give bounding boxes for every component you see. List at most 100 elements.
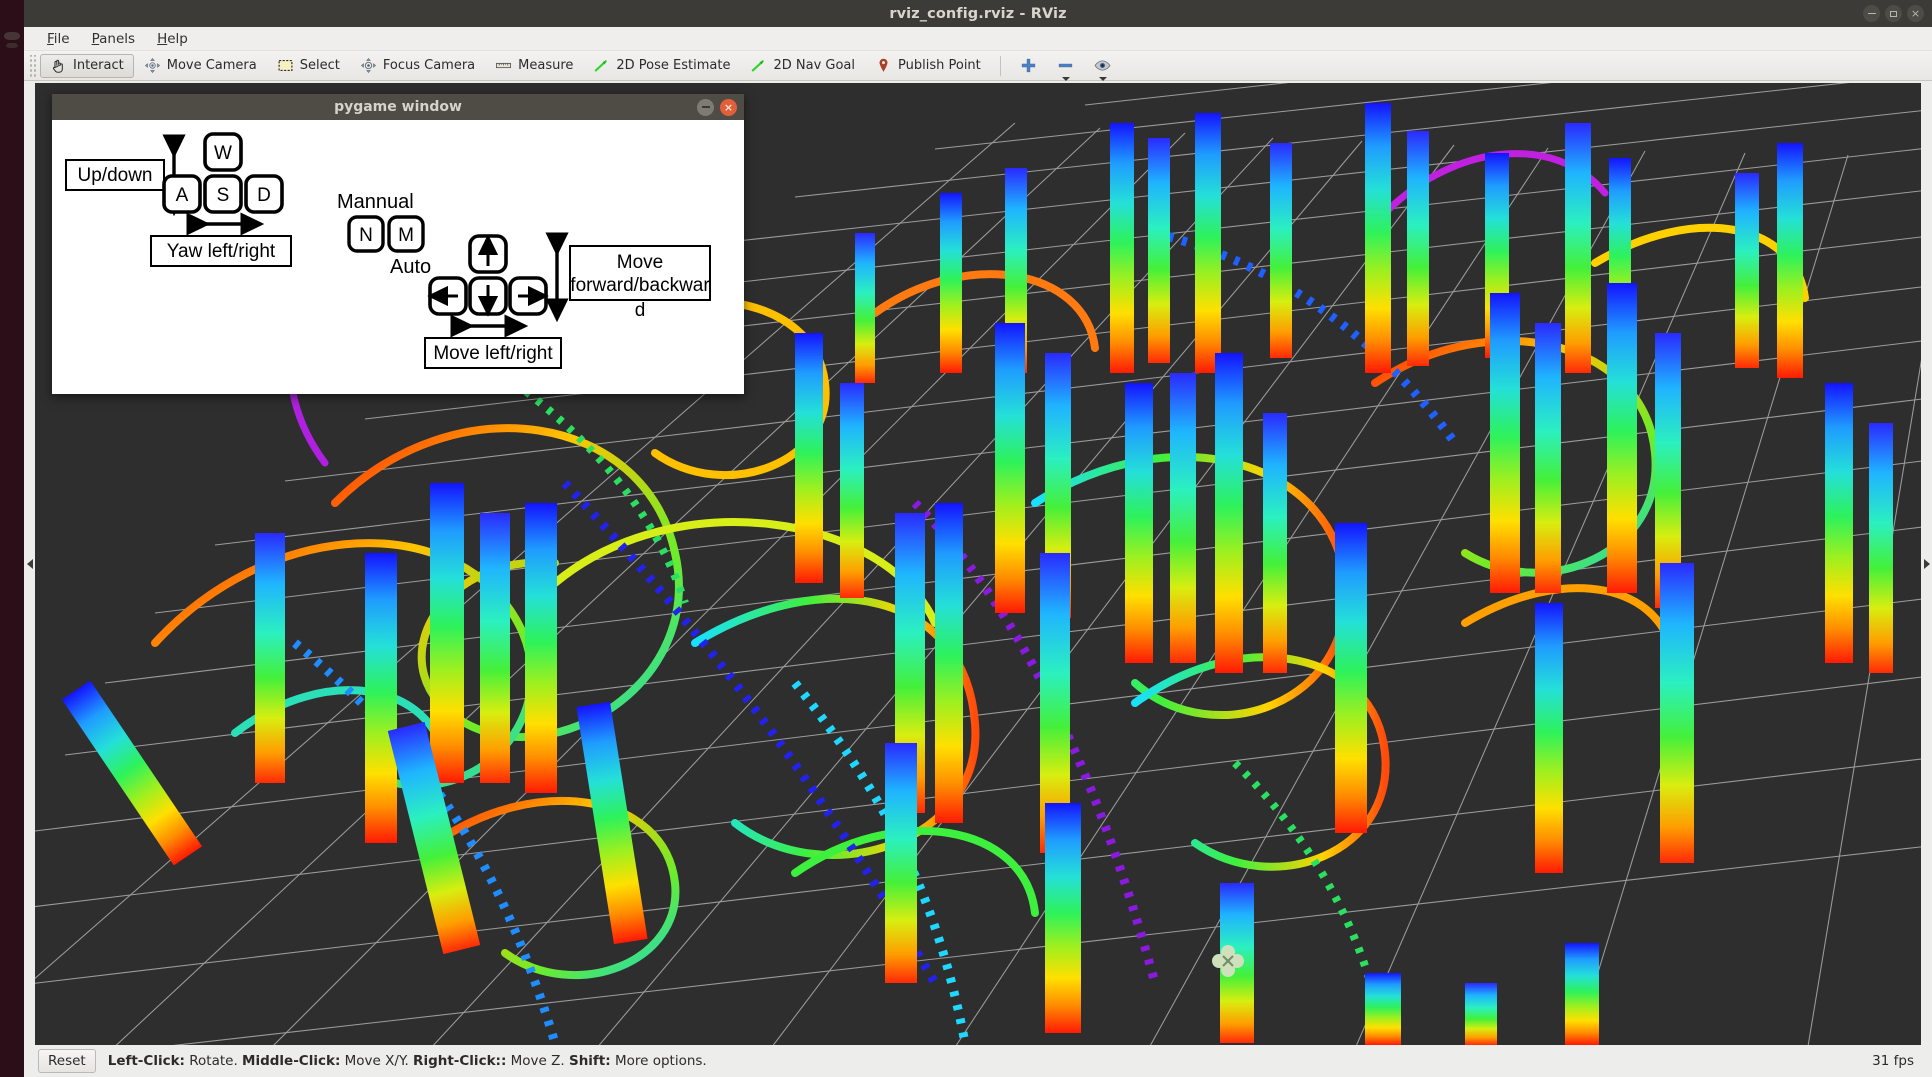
- tool-label: Interact: [73, 58, 124, 73]
- focus-camera-icon: [360, 57, 377, 74]
- tool-label: Move Camera: [166, 58, 257, 73]
- fps-counter: 31 fps: [1872, 1053, 1914, 1069]
- yaw-label-box: Yaw left/right: [150, 235, 292, 267]
- close-button[interactable]: ×: [1907, 5, 1924, 22]
- ubuntu-launcher-icon[interactable]: [2, 30, 22, 54]
- triangle-right-icon: [1923, 559, 1930, 569]
- tool-label: Focus Camera: [382, 58, 476, 73]
- ubuntu-launcher[interactable]: [0, 0, 24, 1077]
- plus-icon: [1020, 57, 1037, 74]
- leftright-label-box: Move left/right: [424, 337, 562, 369]
- hint-middle-click-label: Middle-Click:: [242, 1053, 341, 1069]
- toolbar-separator: [999, 55, 1001, 76]
- key-w: W: [203, 132, 243, 172]
- key-n: N: [347, 215, 385, 253]
- pygame-minimize-button[interactable]: [697, 98, 714, 116]
- minus-icon: [1057, 57, 1074, 81]
- pygame-canvas[interactable]: Up/down W A S: [52, 120, 744, 394]
- menu-mnemonic: P: [91, 30, 100, 47]
- tool-button-publish-point[interactable]: Publish Point: [865, 54, 991, 78]
- tool-button-move-camera[interactable]: Move Camera: [134, 54, 267, 78]
- pygame-window-title: pygame window: [334, 99, 462, 115]
- toolbar-drag-handle[interactable]: [28, 54, 37, 77]
- yaw-label: Yaw left/right: [167, 241, 276, 262]
- eye-icon: [1094, 57, 1111, 81]
- close-icon: ×: [723, 100, 734, 114]
- menu-mnemonic: H: [157, 30, 168, 47]
- menu-item-panels[interactable]: Panels: [83, 29, 144, 49]
- chevron-down-icon[interactable]: [1098, 77, 1107, 81]
- quadcopter-marker: [1212, 945, 1244, 977]
- window-titlebar[interactable]: rviz_config.rviz - RViz ×: [24, 0, 1932, 27]
- window-title: rviz_config.rviz - RViz: [889, 5, 1067, 22]
- manual-label: Mannual: [337, 191, 414, 213]
- key-s: S: [203, 174, 243, 214]
- reset-button[interactable]: Reset: [38, 1049, 96, 1073]
- select-rectangle-icon: [277, 57, 294, 74]
- hint-right-click-text: Move Z.: [506, 1053, 569, 1069]
- add-tool-button[interactable]: [1010, 57, 1047, 74]
- tool-label: Publish Point: [898, 58, 981, 73]
- chevron-down-icon[interactable]: [1061, 77, 1070, 81]
- pygame-window-controls: ×: [697, 94, 737, 120]
- minimize-button[interactable]: [1863, 5, 1880, 22]
- key-a: A: [162, 174, 202, 214]
- tool-label: 2D Nav Goal: [773, 58, 856, 73]
- statusbar: Reset Left-Click: Rotate. Middle-Click: …: [24, 1045, 1932, 1077]
- forward-label-line1: Move: [617, 252, 663, 273]
- right-panel-handle[interactable]: [1921, 83, 1932, 1045]
- tool-button-2d-pose-estimate[interactable]: 2D Pose Estimate: [583, 54, 740, 78]
- tool-button-interact[interactable]: Interact: [40, 53, 134, 78]
- tool-button-2d-nav-goal[interactable]: 2D Nav Goal: [740, 54, 865, 78]
- rviz-main-window: rviz_config.rviz - RViz × File Panels He…: [24, 0, 1932, 1077]
- triangle-left-icon: [26, 559, 33, 569]
- key-d-label: D: [257, 185, 271, 206]
- hint-right-click-label: Right-Click::: [413, 1053, 507, 1069]
- key-m: M: [387, 215, 425, 253]
- maximize-button[interactable]: [1885, 5, 1902, 22]
- menu-item-help[interactable]: Help: [148, 29, 197, 49]
- map-pin-icon: [875, 57, 892, 74]
- leftright-label: Move left/right: [433, 343, 553, 364]
- key-n-label: N: [359, 225, 373, 246]
- toolbar: Interact Move Camera Select: [24, 51, 1932, 81]
- auto-label: Auto: [390, 256, 431, 278]
- nav-goal-arrow-icon: [750, 57, 767, 74]
- ruler-icon: [495, 57, 512, 74]
- key-arrow-right: [508, 276, 549, 316]
- key-arrow-left: [427, 276, 468, 316]
- key-arrow-up: [468, 234, 508, 274]
- pygame-titlebar[interactable]: pygame window ×: [52, 94, 744, 120]
- key-a-label: A: [176, 185, 189, 206]
- key-w-label: W: [214, 143, 232, 164]
- forward-label-box: Move forward/backwar d: [569, 245, 711, 321]
- menu-item-file[interactable]: File: [38, 29, 79, 49]
- hint-shift-label: Shift:: [568, 1053, 611, 1069]
- updown-label: Up/down: [78, 165, 153, 186]
- left-panel-handle[interactable]: [24, 83, 35, 1045]
- hint-left-click-label: Left-Click:: [107, 1053, 185, 1069]
- hint-middle-click-text: Move X/Y.: [340, 1053, 414, 1069]
- status-hints: Left-Click: Rotate. Middle-Click: Move X…: [108, 1053, 707, 1069]
- hand-cursor-icon: [50, 57, 67, 74]
- hint-left-click-text: Rotate.: [184, 1053, 243, 1069]
- tool-button-select[interactable]: Select: [267, 54, 350, 78]
- menu-label: elp: [167, 30, 188, 47]
- tool-label: Select: [299, 58, 340, 73]
- forward-label-line2: forward/backwar: [570, 275, 710, 296]
- key-arrow-down: [468, 276, 508, 317]
- tool-button-focus-camera[interactable]: Focus Camera: [350, 54, 485, 78]
- pygame-window[interactable]: pygame window × Up/down: [52, 94, 744, 394]
- remove-tool-button[interactable]: [1047, 57, 1084, 81]
- key-d: D: [244, 174, 284, 214]
- hint-shift-text: More options.: [610, 1053, 707, 1069]
- window-controls: ×: [1863, 0, 1924, 27]
- minimize-icon: [701, 106, 710, 108]
- tool-button-measure[interactable]: Measure: [485, 54, 583, 78]
- updown-label-box: Up/down: [65, 159, 165, 191]
- control-key-diagram: Up/down W A S: [65, 132, 711, 369]
- key-s-label: S: [217, 185, 230, 206]
- visibility-button[interactable]: [1084, 57, 1121, 81]
- point-cloud-pillars: [61, 103, 1893, 1045]
- pygame-close-button[interactable]: ×: [720, 98, 737, 116]
